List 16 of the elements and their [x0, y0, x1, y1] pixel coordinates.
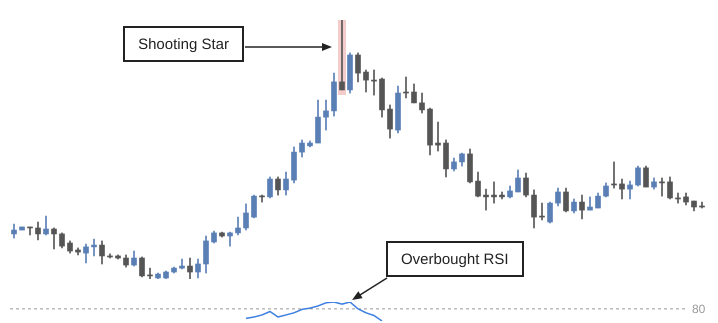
candlestick	[371, 70, 377, 96]
candlestick	[147, 268, 153, 279]
candlestick	[403, 76, 409, 98]
annotation: Overbought RSI	[386, 241, 524, 277]
candlestick	[259, 194, 265, 202]
candlestick	[699, 202, 705, 208]
candlestick	[659, 178, 665, 196]
candlestick	[539, 202, 545, 220]
candlestick	[611, 162, 617, 188]
candlestick	[91, 238, 97, 256]
candlestick	[27, 226, 33, 236]
candlestick	[435, 122, 441, 152]
annotation: Shooting Star	[123, 26, 244, 62]
candlestick	[675, 192, 681, 204]
candlestick	[323, 100, 329, 130]
annotation: 80	[692, 300, 706, 317]
